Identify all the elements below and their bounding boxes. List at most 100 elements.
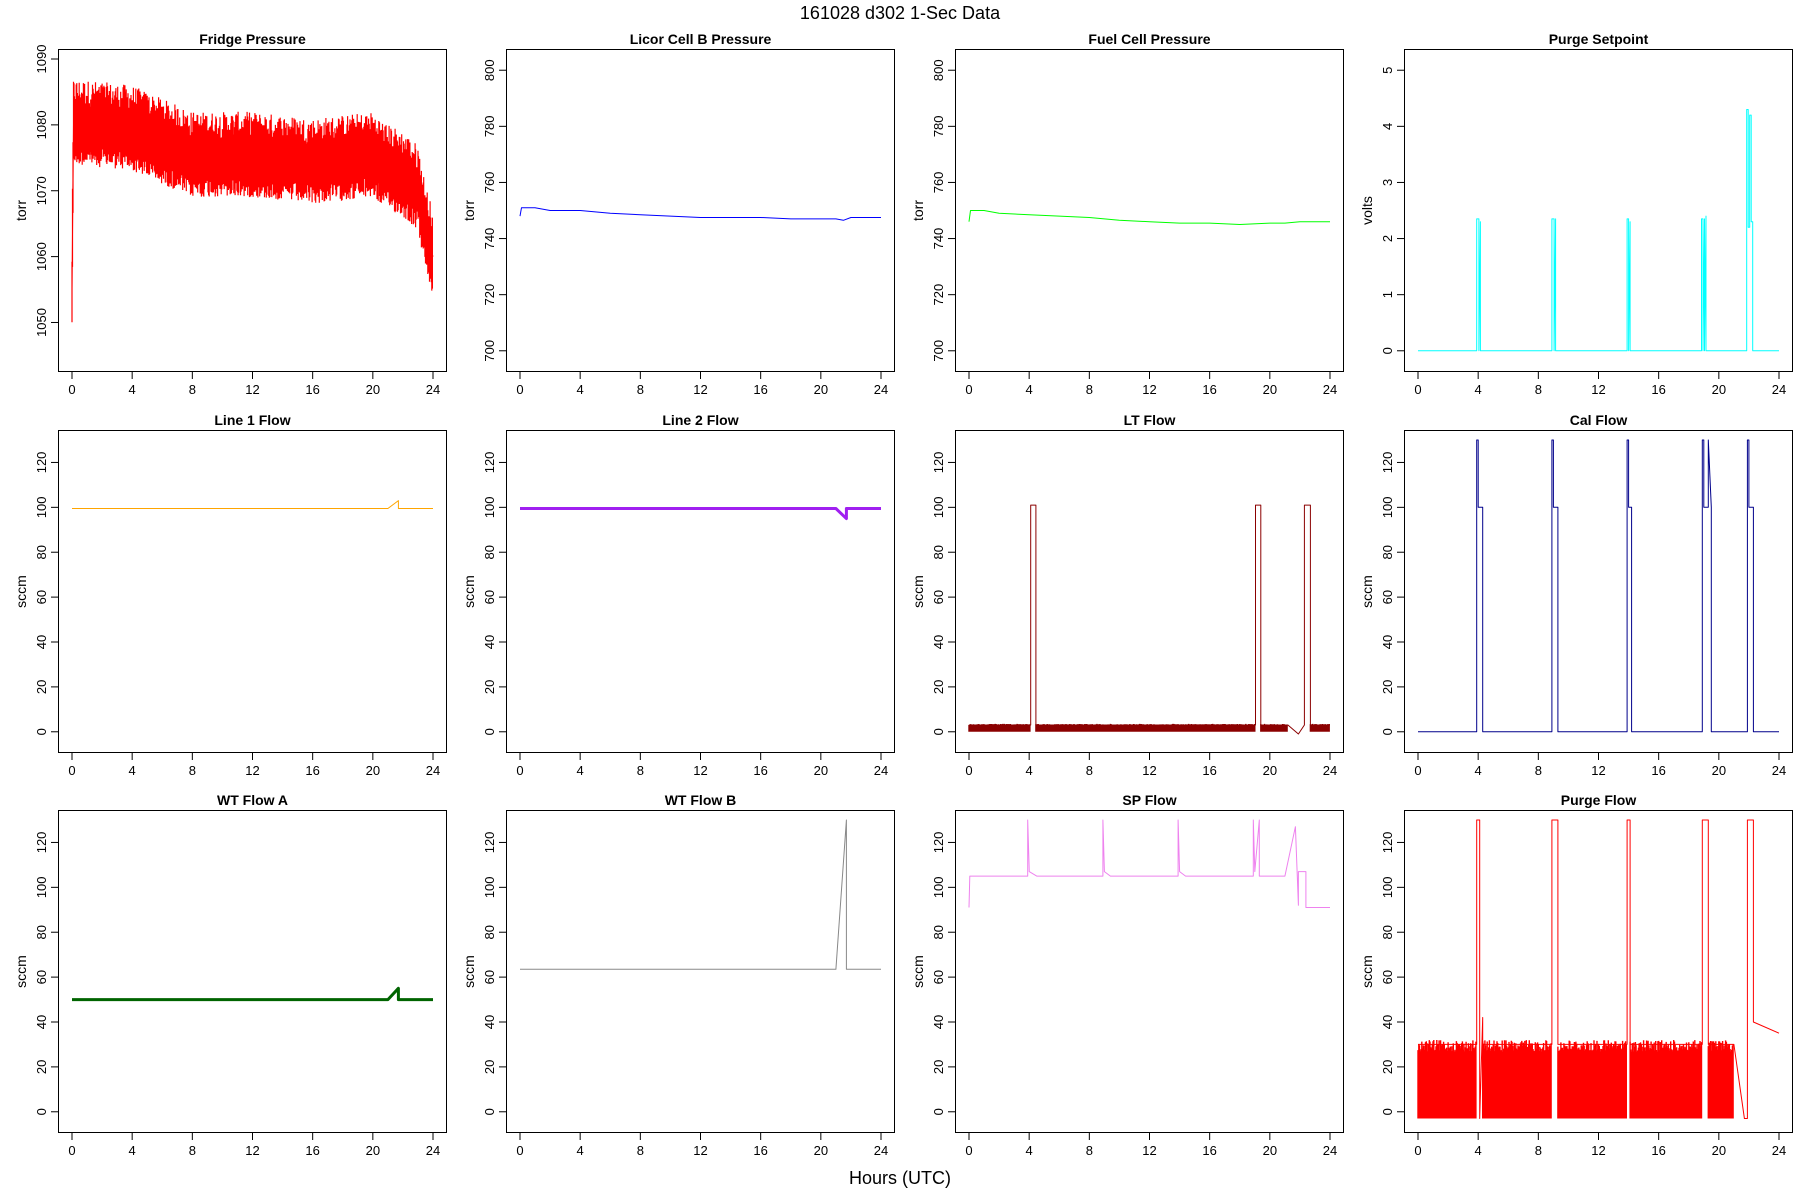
panel-title: WT Flow A: [217, 792, 288, 808]
y-tick-label: 0: [34, 1108, 49, 1115]
plot-frame: [58, 430, 447, 753]
x-tick-label: 16: [753, 382, 767, 397]
plot-frame: [1404, 49, 1793, 372]
y-tick-label: 80: [1380, 545, 1395, 559]
x-tick-label: 20: [1712, 1143, 1726, 1158]
x-tick-label: 20: [366, 763, 380, 778]
series-line: [519, 207, 881, 221]
y-tick-label: 20: [34, 680, 49, 694]
y-tick-label: 80: [1380, 925, 1395, 939]
x-tick-label: 8: [637, 763, 644, 778]
panel-wt-flow-a: WT Flow A sccm 0 4 8 12 16 20 24 0 20 40 60 80 100 120: [13, 792, 447, 1158]
y-tick-label: 20: [482, 680, 497, 694]
y-tick-label: 20: [931, 1060, 946, 1074]
x-tick-label: 8: [1535, 763, 1542, 778]
x-tick-label: 24: [874, 382, 888, 397]
y-tick-label: 700: [482, 340, 497, 362]
panel-title: Line 1 Flow: [214, 412, 290, 428]
x-tick-label: 16: [305, 1143, 319, 1158]
x-tick-label: 16: [1202, 1143, 1216, 1158]
y-tick-label: 60: [482, 970, 497, 984]
y-axis-label: sccm: [910, 955, 926, 988]
x-tick-label: 0: [68, 763, 75, 778]
x-tick-label: 12: [693, 763, 707, 778]
x-tick-label: 20: [814, 1143, 828, 1158]
x-tick-label: 16: [753, 1143, 767, 1158]
y-tick-label: 120: [931, 452, 946, 474]
y-tick-label: 760: [482, 172, 497, 194]
y-tick-label: 80: [34, 545, 49, 559]
x-tick-label: 12: [1142, 382, 1156, 397]
plot-frame: [58, 49, 447, 372]
panel-cal-flow: Cal Flow sccm 0 4 8 12 16 20 24 0 20 40 60 80 100 120: [1359, 412, 1793, 778]
y-tick-label: 80: [482, 545, 497, 559]
plot-frame: [955, 49, 1344, 372]
x-tick-label: 4: [577, 1143, 584, 1158]
y-axis-label: sccm: [910, 575, 926, 608]
y-tick-label: 120: [482, 452, 497, 474]
y-tick-label: 0: [34, 728, 49, 735]
y-tick-label: 60: [482, 590, 497, 604]
panel-purge-flow: Purge Flow sccm 0 4 8 12 16 20 24 0 20 40 60 80 100 120: [1359, 792, 1793, 1158]
x-tick-label: 8: [1086, 763, 1093, 778]
x-tick-label: 12: [245, 382, 259, 397]
plot-frame: [506, 430, 895, 753]
y-tick-label: 0: [482, 728, 497, 735]
x-tick-label: 20: [814, 763, 828, 778]
series-line: [969, 504, 1330, 735]
plot-frame: [1404, 810, 1793, 1133]
y-tick-label: 800: [482, 59, 497, 81]
y-tick-label: 1090: [34, 45, 49, 74]
x-tick-label: 8: [189, 1143, 196, 1158]
y-tick-label: 120: [34, 452, 49, 474]
y-tick-label: 40: [1380, 635, 1395, 649]
y-tick-label: 1080: [34, 110, 49, 139]
y-tick-label: 20: [1380, 1060, 1395, 1074]
y-tick-label: 1070: [34, 176, 49, 205]
y-tick-label: 20: [34, 1060, 49, 1074]
x-tick-label: 4: [129, 1143, 136, 1158]
x-tick-label: 24: [1323, 1143, 1337, 1158]
y-axis-label: sccm: [13, 955, 29, 988]
x-tick-label: 0: [68, 1143, 75, 1158]
x-tick-label: 4: [577, 763, 584, 778]
y-tick-label: 80: [931, 545, 946, 559]
plot-area: [1418, 439, 1779, 733]
x-tick-label: 12: [693, 1143, 707, 1158]
y-tick-label: 720: [931, 284, 946, 306]
x-tick-label: 8: [1086, 1143, 1093, 1158]
series-line: [520, 507, 881, 521]
y-axis-label: torr: [910, 200, 926, 221]
y-tick-label: 0: [482, 1108, 497, 1115]
y-tick-label: 760: [931, 172, 946, 194]
plot-area: [72, 500, 433, 509]
plot-area: [968, 504, 1330, 735]
y-tick-label: 40: [482, 635, 497, 649]
y-tick-label: 80: [931, 925, 946, 939]
panel-title: LT Flow: [1124, 412, 1176, 428]
x-tick-label: 24: [426, 1143, 440, 1158]
x-tick-label: 4: [129, 763, 136, 778]
y-tick-label: 60: [1380, 590, 1395, 604]
y-tick-label: 20: [482, 1060, 497, 1074]
y-tick-label: 120: [1380, 832, 1395, 854]
y-tick-label: 740: [931, 228, 946, 250]
x-tick-label: 8: [1086, 382, 1093, 397]
y-tick-label: 120: [482, 832, 497, 854]
y-tick-label: 100: [34, 496, 49, 518]
y-tick-label: 100: [1380, 876, 1395, 898]
y-tick-label: 40: [482, 1015, 497, 1029]
x-tick-label: 24: [1772, 1143, 1786, 1158]
y-tick-label: 40: [34, 1015, 49, 1029]
plot-frame: [58, 810, 447, 1133]
y-tick-label: 100: [482, 496, 497, 518]
x-tick-label: 0: [965, 763, 972, 778]
series-line: [71, 124, 434, 290]
plot-frame: [955, 430, 1344, 753]
y-tick-label: 2: [1380, 235, 1395, 242]
x-tick-label: 0: [965, 382, 972, 397]
x-tick-label: 12: [1591, 763, 1605, 778]
panel-fridge-pressure: Fridge Pressure torr 0 4 8 12 16 20 24 1050 1060 10…: [13, 31, 447, 397]
series-line: [1418, 109, 1779, 352]
y-tick-label: 20: [931, 680, 946, 694]
